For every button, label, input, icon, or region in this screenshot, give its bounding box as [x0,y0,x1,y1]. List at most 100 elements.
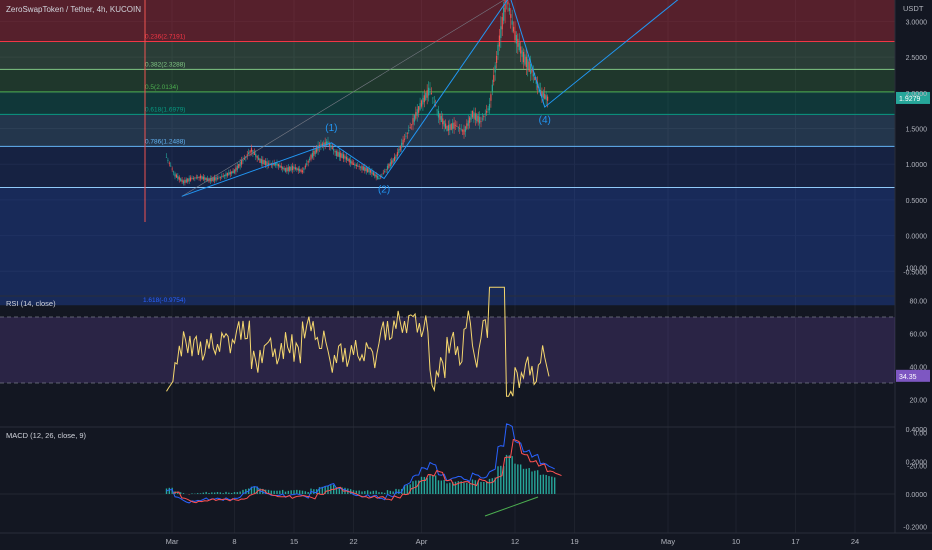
candle-body [296,167,298,170]
macd-histogram-bar [327,485,329,494]
candle-body [262,159,264,165]
fibonacci-retracement[interactable]: 0(3.3500)0.236(2.7191)0.382(2.3288)0.5(2… [0,0,895,306]
candle-body [504,0,506,13]
candle-body [524,54,526,65]
candle-body [338,152,340,158]
candle-body [310,154,312,160]
candle-body [313,151,315,156]
candle-body [300,169,302,172]
macd-histogram-bar [372,490,375,494]
candle-body [351,161,353,165]
macd-histogram-bar [443,480,445,494]
macd-histogram-bar [315,489,318,494]
macd-histogram-bar [539,474,542,494]
candle-body [341,153,343,159]
macd-histogram-bar [301,490,304,494]
macd-histogram-bar [536,470,539,494]
macd-histogram-bar [242,489,244,494]
candle-body [368,168,370,173]
candle-body [381,174,383,176]
time-axis-label: 17 [791,537,799,546]
candle-body [453,122,455,129]
candle-body [222,175,224,177]
candle-body [452,123,454,130]
fib-level-label: 1.618(-0.9754) [143,297,186,304]
macd-histogram-bar [383,492,386,494]
macd-histogram-bar [553,477,556,494]
trend-line [181,0,505,197]
macd-histogram-bar [497,466,499,494]
candle-body [235,167,237,172]
candle-body [243,158,246,160]
macd-histogram-bar [451,482,454,494]
rsi-pane[interactable]: 34.35 [0,286,930,397]
rsi-title[interactable]: RSI (14, close) [6,299,56,308]
elliott-wave-drawing[interactable]: (1)(2)(3)(4)(5) [181,0,764,197]
macd-histogram-bar [313,489,315,494]
candle-body [318,144,321,148]
macd-histogram-bar [434,475,437,494]
macd-histogram-bar [466,482,468,494]
macd-histogram-bar [508,455,511,494]
candle-body [518,42,520,51]
wave-label[interactable]: (1) [325,123,337,134]
macd-pane[interactable] [0,423,895,517]
wave-path[interactable] [181,0,757,197]
macd-title[interactable]: MACD (12, 26, close, 9) [6,431,87,440]
price-axis-label: 1.0000 [906,162,928,169]
candle-body [437,110,440,118]
fib-level-label: 0.236(2.7191) [145,33,185,40]
candle-body [512,26,515,32]
candle-body [297,168,299,171]
candle-body [402,139,404,145]
candle-body [282,167,284,169]
time-axis-label: 12 [511,537,519,546]
candle-body [391,160,393,165]
candle-body [450,123,452,130]
macd-histogram-bar [267,489,270,494]
candle-body [348,159,350,163]
candle-body [405,135,407,137]
candle-body [464,126,467,132]
last-price-value: 1.9279 [899,96,921,103]
macd-histogram-bar [398,489,400,494]
macd-histogram-bar [389,490,392,494]
macd-histogram-bar [514,463,516,494]
macd-histogram-bar [429,474,431,494]
candle-body [534,76,536,81]
candle-body [529,64,532,74]
macd-histogram-bar [358,490,360,494]
candle-body [467,120,469,126]
candle-body [205,177,207,181]
candle-body [283,168,285,170]
rsi-axis-label: -20.00 [907,464,927,471]
wave-label[interactable]: (4) [539,115,551,126]
candle-body [221,176,223,178]
macd-axis-label: 0.4000 [906,427,928,434]
candle-body [327,141,329,145]
candle-body [178,177,180,180]
macd-histogram-bar [460,481,462,494]
rsi-line [166,286,550,397]
candle-body [507,1,509,5]
candle-body [480,121,482,122]
rsi-band [0,317,895,383]
wave-label[interactable]: (2) [378,184,390,195]
macd-histogram-bar [304,491,307,494]
price-axis-label: 0.0000 [906,234,928,241]
candle-body [531,70,533,73]
candle-body [317,145,319,151]
fib-band [0,146,895,188]
macd-histogram-bar [491,478,494,494]
candle-body [427,87,430,96]
candle-body [206,178,209,181]
price-axis-label: 2.5000 [906,55,928,62]
macd-histogram-bar [335,487,338,494]
macd-histogram-bar [403,485,406,494]
time-axis[interactable]: Mar 8 15 22 Apr 12 19 May 10 17 24 [166,537,860,546]
divergence-line[interactable] [484,496,539,517]
candle-body [503,7,505,21]
price-axis[interactable]: 4.50004.00003.50003.00002.50002.00001.50… [903,0,927,531]
candle-body [419,103,421,110]
